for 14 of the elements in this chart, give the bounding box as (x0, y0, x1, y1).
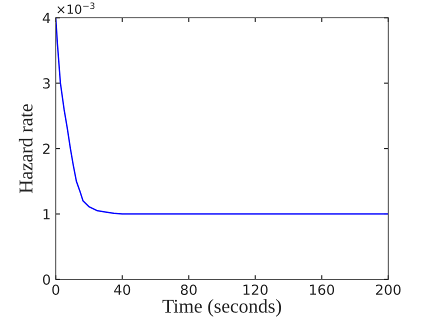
y-tick-label: 4 (42, 12, 50, 24)
y-tick-label: 1 (44, 209, 50, 220)
x-tick-label: 80 (180, 284, 197, 296)
x-axis-title: Time (seconds) (162, 299, 282, 317)
y-tick-label: 3 (43, 78, 50, 89)
text: ×10$^{−3}$ (57, 2, 94, 14)
x-tick-label: 0 (52, 284, 60, 296)
x-tick-label: 40 (114, 284, 130, 296)
y-tick-label: 0 (42, 274, 50, 285)
x-tick-label: 160 (310, 284, 334, 296)
y-tick-label: 2 (43, 144, 50, 154)
x-tick-label: 200 (376, 284, 401, 296)
x-tick-label: 120 (244, 284, 268, 296)
y-axis-title: Hazard rate (18, 104, 33, 194)
